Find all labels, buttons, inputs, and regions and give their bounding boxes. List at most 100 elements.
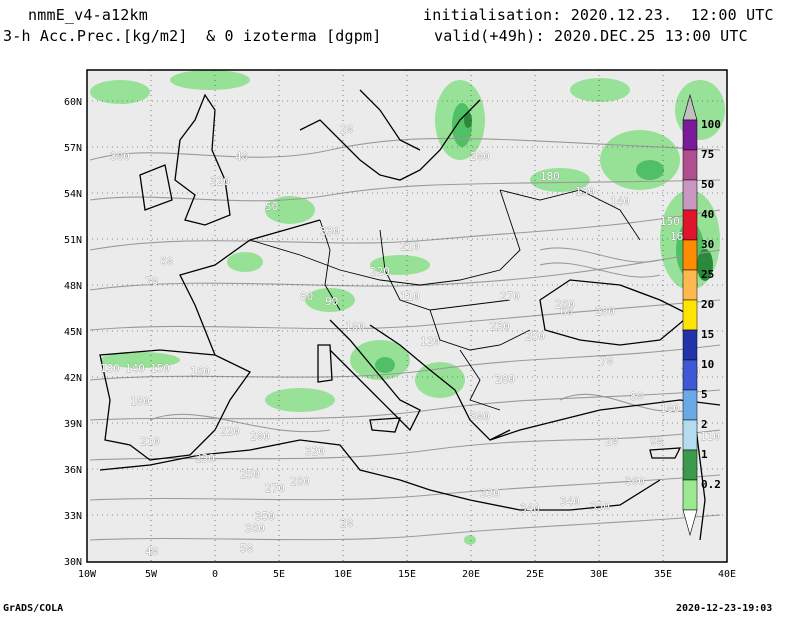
colorbar-bottom-arrow [682, 509, 698, 537]
colorbar-swatch [682, 119, 698, 151]
contour-label: 20 [340, 123, 353, 136]
contour-label: 150 [150, 362, 170, 375]
contour-label: 300 [470, 410, 490, 423]
footer-left: GrADS/COLA [3, 603, 64, 614]
contour-label: 130 [100, 362, 120, 375]
coastlines [99, 89, 721, 541]
contour-label: 230 [195, 452, 215, 465]
lat-label: 51N [64, 235, 82, 246]
contour-label: 330 [320, 225, 340, 238]
contour-label: 150 [660, 215, 680, 228]
lat-label: 33N [64, 511, 82, 522]
contour-label: 90 [650, 435, 663, 448]
colorbar-swatch [682, 449, 698, 481]
lon-label: 20E [462, 569, 480, 580]
colorbar-label: 100 [701, 118, 721, 131]
contour-label: 70 [145, 275, 158, 288]
contour-label: 260 [290, 475, 310, 488]
contour-label: 100 [660, 402, 680, 415]
lon-label: 5E [273, 569, 285, 580]
contour-label: 360 [625, 475, 645, 488]
colorbar-swatch [682, 329, 698, 361]
lon-label: 10W [78, 569, 97, 580]
colorbar-label: 0.2 [701, 478, 721, 491]
contour-label: 180 [540, 170, 560, 183]
contour-label: 130 [575, 185, 595, 198]
contour-label: 230 [490, 320, 510, 333]
colorbar-label: 15 [701, 328, 714, 341]
contour-label: 220 [220, 425, 240, 438]
colorbar-label: 40 [701, 208, 714, 221]
contour-label: 50 [265, 200, 278, 213]
contour-label: 340 [520, 502, 540, 515]
colorbar-label: 10 [701, 358, 714, 371]
colorbar-label: 1 [701, 448, 708, 461]
contour-label: 210 [140, 435, 160, 448]
colorbar-label: 2 [701, 418, 708, 431]
lon-label: 10E [334, 569, 352, 580]
contour-label: 200 [470, 150, 490, 163]
colorbar-swatch [682, 239, 698, 271]
contour-label: 90 [325, 295, 338, 308]
lon-label: 35E [654, 569, 672, 580]
contour-label: 270 [265, 482, 285, 495]
colorbar-swatch [682, 479, 698, 511]
colorbar-swatch [682, 209, 698, 241]
footer-right: 2020-12-23-19:03 [676, 603, 773, 614]
contour-label: 360 [245, 522, 265, 535]
contour-label: 270 [500, 290, 520, 303]
colorbar-label: 50 [701, 178, 714, 191]
colorbar: 100 75 50 40 30 25 20 15 10 5 2 1 0.2 [682, 93, 721, 537]
graticule [87, 70, 727, 562]
colorbar-swatch [682, 299, 698, 331]
colorbar-label: 30 [701, 238, 714, 251]
contour-label: 350 [590, 500, 610, 513]
contour-label: 110 [700, 430, 720, 443]
contour-label: 120 [420, 335, 440, 348]
model-title: nmmE_v4-a12km [28, 6, 148, 24]
init-time: initialisation: 2020.12.23. 12:00 UTC [423, 6, 774, 24]
colorbar-swatch [682, 149, 698, 181]
contour-label: 340 [560, 495, 580, 508]
contour-label: 300 [110, 150, 130, 163]
colorbar-swatch [682, 359, 698, 391]
lat-label: 60N [64, 97, 82, 108]
colorbar-swatch [682, 179, 698, 211]
contour-label: 260 [555, 298, 575, 311]
contour-label: 250 [525, 330, 545, 343]
contour-label: 280 [595, 305, 615, 318]
colorbar-label: 25 [701, 268, 714, 281]
contour-label: 60 [560, 305, 573, 318]
contour-label: 280 [495, 373, 515, 386]
contour-label: 250 [240, 468, 260, 481]
lat-label: 39N [64, 419, 82, 430]
latitude-labels: 60N 57N 54N 51N 48N 45N 42N 39N 36N 33N 30N [64, 97, 82, 568]
valid-time: valid(+49h): 2020.DEC.25 13:00 UTC [434, 27, 748, 45]
colorbar-label: 20 [701, 298, 714, 311]
lat-label: 30N [64, 557, 82, 568]
map-frame [86, 69, 728, 563]
contour-label: 110 [400, 290, 420, 303]
contour-label: 20 [605, 435, 618, 448]
contour-label: 320 [210, 175, 230, 188]
contour-label: 100 [345, 320, 365, 333]
contour-label: 20 [340, 517, 353, 530]
variable-title: 3-h Acc.Prec.[kg/m2] & 0 izoterma [dgpm] [3, 27, 382, 45]
contour-label: 220 [370, 265, 390, 278]
lat-label: 36N [64, 465, 82, 476]
colorbar-swatch [682, 389, 698, 421]
contour-label: 350 [255, 510, 275, 523]
contour-label: 140 [125, 362, 145, 375]
lon-label: 15E [398, 569, 416, 580]
contour-label: 140 [610, 195, 630, 208]
contour-label: 320 [305, 445, 325, 458]
contour-label: 180 [130, 395, 150, 408]
lat-label: 57N [64, 143, 82, 154]
country-borders [249, 189, 641, 411]
lon-label: 30E [590, 569, 608, 580]
longitude-labels: 10W 5W 0 5E 10E 15E 20E 25E 30E 35E 40E [78, 569, 736, 580]
lon-label: 0 [212, 569, 218, 580]
contour-label: 60 [160, 255, 173, 268]
